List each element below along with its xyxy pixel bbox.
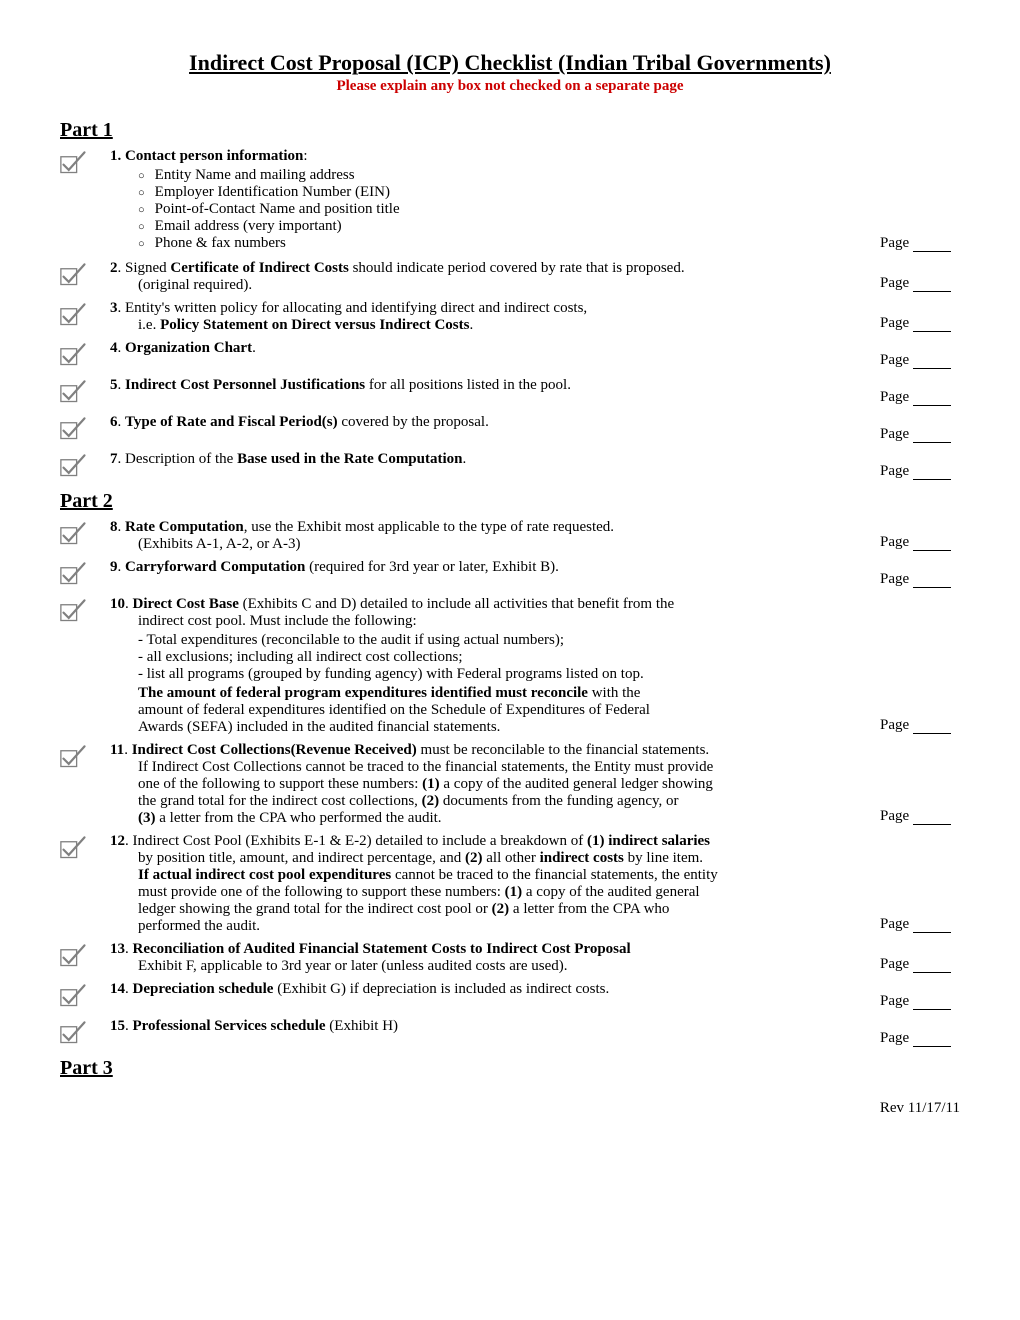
checkbox-icon[interactable]	[60, 302, 88, 326]
page-field[interactable]: Page	[880, 463, 960, 482]
page-field[interactable]: Page	[880, 534, 960, 553]
item-1-bullets: Entity Name and mailing address Employer…	[138, 167, 870, 252]
checklist-item-11: 11. Indirect Cost Collections(Revenue Re…	[60, 742, 960, 827]
page-field[interactable]: Page	[880, 916, 960, 935]
page-field[interactable]: Page	[880, 389, 960, 408]
item-1-title: 1. Contact person information	[110, 148, 303, 164]
checkbox-icon[interactable]	[60, 453, 88, 477]
checkbox-icon[interactable]	[60, 943, 88, 967]
checkbox-icon[interactable]	[60, 521, 88, 545]
page-field[interactable]: Page	[880, 808, 960, 827]
part-3-heading: Part 3	[60, 1057, 960, 1080]
doc-subtitle: Please explain any box not checked on a …	[60, 78, 960, 95]
checkbox-icon[interactable]	[60, 561, 88, 585]
page-field[interactable]: Page	[880, 717, 960, 736]
checklist-item-8: 8. Rate Computation, use the Exhibit mos…	[60, 519, 960, 553]
checklist-item-15: 15. Professional Services schedule (Exhi…	[60, 1018, 960, 1049]
checklist-item-7: 7. Description of the Base used in the R…	[60, 451, 960, 482]
checklist-item-5: 5. Indirect Cost Personnel Justification…	[60, 377, 960, 408]
part-2-heading: Part 2	[60, 490, 960, 513]
checkbox-icon[interactable]	[60, 744, 88, 768]
checklist-item-12: 12. Indirect Cost Pool (Exhibits E-1 & E…	[60, 833, 960, 935]
checklist-item-14: 14. Depreciation schedule (Exhibit G) if…	[60, 981, 960, 1012]
checkbox-icon[interactable]	[60, 598, 88, 622]
checkbox-icon[interactable]	[60, 342, 88, 366]
checklist-item-1: 1. Contact person information: Entity Na…	[60, 148, 960, 254]
checkbox-icon[interactable]	[60, 150, 88, 174]
page-field[interactable]: Page	[880, 426, 960, 445]
checklist-item-6: 6. Type of Rate and Fiscal Period(s) cov…	[60, 414, 960, 445]
page-field[interactable]: Page	[880, 993, 960, 1012]
checklist-item-9: 9. Carryforward Computation (required fo…	[60, 559, 960, 590]
page-field[interactable]: Page	[880, 571, 960, 590]
checklist-item-10: 10. Direct Cost Base (Exhibits C and D) …	[60, 596, 960, 736]
page-field[interactable]: Page	[880, 956, 960, 975]
checklist-item-4: 4. Organization Chart. Page	[60, 340, 960, 371]
checkbox-icon[interactable]	[60, 379, 88, 403]
checkbox-icon[interactable]	[60, 835, 88, 859]
checkbox-icon[interactable]	[60, 1020, 88, 1044]
page-field[interactable]: Page	[880, 235, 960, 254]
page-field[interactable]: Page	[880, 275, 960, 294]
checkbox-icon[interactable]	[60, 416, 88, 440]
page-field[interactable]: Page	[880, 352, 960, 371]
revision-date: Rev 11/17/11	[60, 1100, 960, 1117]
doc-title: Indirect Cost Proposal (ICP) Checklist (…	[60, 50, 960, 76]
checkbox-icon[interactable]	[60, 983, 88, 1007]
page-field[interactable]: Page	[880, 315, 960, 334]
checkbox-icon[interactable]	[60, 262, 88, 286]
checklist-item-13: 13. Reconciliation of Audited Financial …	[60, 941, 960, 975]
page-field[interactable]: Page	[880, 1030, 960, 1049]
part-1-heading: Part 1	[60, 119, 960, 142]
checklist-item-3: 3. Entity's written policy for allocatin…	[60, 300, 960, 334]
checklist-item-2: 2. Signed Certificate of Indirect Costs …	[60, 260, 960, 294]
